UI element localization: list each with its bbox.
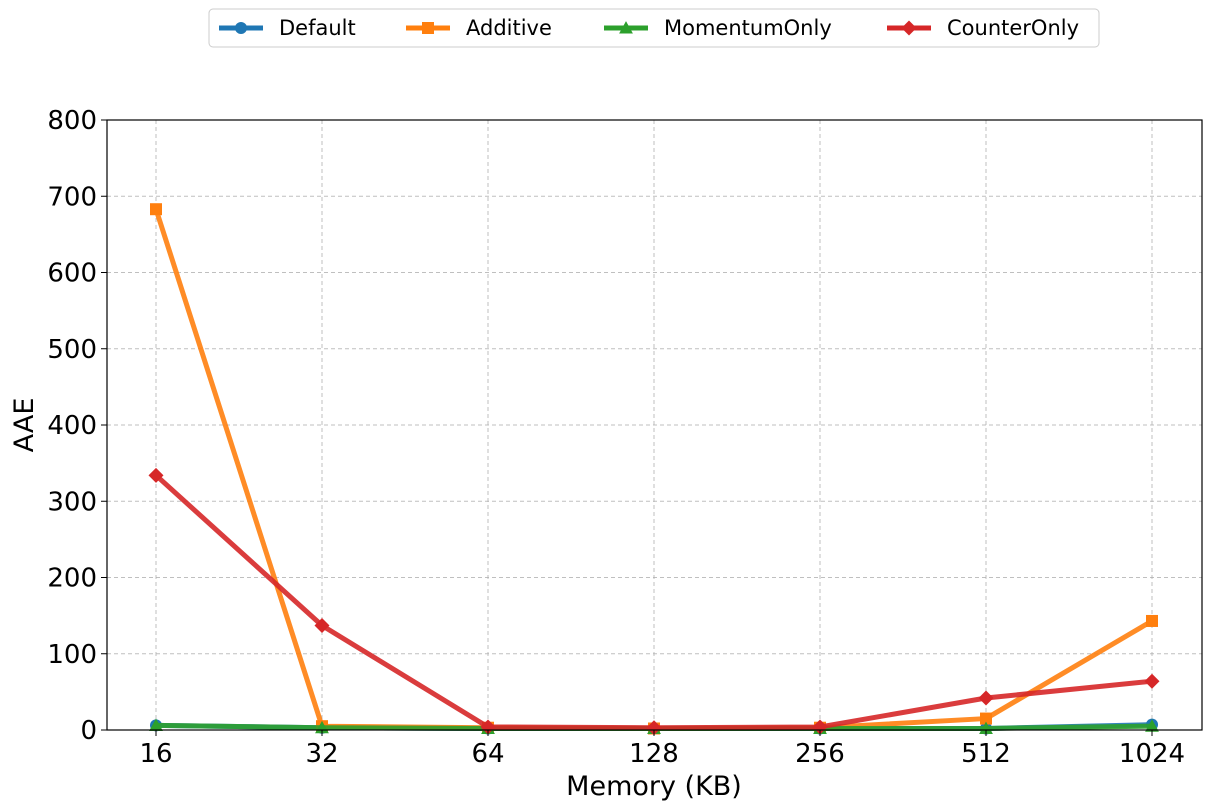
data-point-additive (1146, 614, 1158, 627)
y-tick-label: 600 (47, 259, 97, 289)
y-tick-label: 0 (80, 716, 97, 746)
y-tick-label: 300 (47, 487, 97, 517)
series-layer (148, 203, 1160, 736)
y-axis-label: AAE (9, 398, 40, 453)
legend: Default Additive MomentumOnly CounterOnly (208, 8, 1100, 48)
legend-label: CounterOnly (947, 16, 1079, 40)
x-tick-label: 256 (795, 739, 845, 769)
series-line-additive (153, 208, 1154, 731)
legend-item-default: Default (219, 16, 356, 40)
x-tick-label: 128 (629, 739, 679, 769)
data-point-momentumonly (149, 718, 163, 731)
grid (107, 119, 1202, 731)
data-point-counteronly (314, 618, 330, 634)
legend-item-counteronly: CounterOnly (887, 16, 1079, 40)
legend-box (208, 8, 1100, 48)
x-tick-label: 64 (471, 739, 504, 769)
x-tick-label: 512 (961, 739, 1011, 769)
x-tick-label: 32 (305, 739, 338, 769)
y-tick-label: 200 (47, 564, 97, 594)
series-counteronly (148, 467, 1160, 736)
legend-swatch-marker (901, 20, 917, 36)
data-point-counteronly (148, 467, 164, 483)
y-tick-label: 700 (47, 182, 97, 212)
data-point-momentumonly (1145, 719, 1159, 732)
data-point-counteronly (480, 719, 496, 735)
ticks: 16 32 64 128 256 512 1024 0 100 200 300 400 500 600 70… (47, 106, 1185, 769)
data-point-counteronly (1144, 673, 1160, 689)
data-point-momentumonly (979, 721, 993, 734)
legend-swatch-marker (422, 22, 434, 34)
x-tick-label: 1024 (1119, 739, 1185, 769)
data-point-counteronly (812, 719, 828, 735)
y-tick-label: 100 (47, 640, 97, 670)
legend-swatch-marker (619, 21, 633, 34)
y-tick-label: 400 (47, 411, 97, 441)
data-point-additive (150, 203, 162, 216)
data-point-counteronly (646, 720, 662, 736)
legend-label: Additive (466, 16, 552, 40)
y-tick-label: 500 (47, 335, 97, 365)
legend-label: Default (279, 16, 356, 40)
data-point-counteronly (978, 690, 994, 706)
legend-swatch-marker (235, 22, 247, 34)
data-point-additive (980, 712, 992, 725)
legend-label: MomentumOnly (664, 16, 832, 40)
x-axis-label: Memory (KB) (566, 771, 742, 802)
y-tick-label: 800 (47, 106, 97, 136)
legend-item-momentumonly: MomentumOnly (604, 16, 832, 40)
legend-item-additive: Additive (406, 16, 552, 40)
x-tick-label: 16 (139, 739, 172, 769)
